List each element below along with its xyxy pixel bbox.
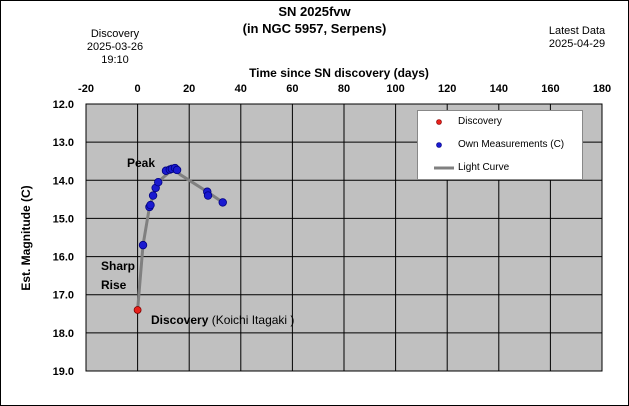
annotation-sharp: Sharp <box>101 259 136 273</box>
y-tick-label: 13.0 <box>53 137 74 149</box>
annotation-discovery: Discovery (Koichi Itagaki ) <box>151 313 294 327</box>
x-tick-label: 80 <box>338 83 350 95</box>
y-axis-title: Est. Magnitude (C) <box>19 185 33 290</box>
latest-data-info: Latest Data 2025-04-29 <box>535 25 619 51</box>
x-tick-label: 100 <box>386 83 404 95</box>
latest-data-date: 2025-04-29 <box>548 38 606 50</box>
discovery-point <box>133 306 142 314</box>
y-tick-label: 14.0 <box>53 175 74 187</box>
data-points <box>133 163 227 314</box>
legend-item-discovery: Discovery <box>418 115 582 129</box>
measurement-point <box>172 165 182 175</box>
y-tick-label: 16.0 <box>53 252 74 264</box>
legend-discovery-label: Discovery <box>458 116 502 127</box>
annotation-discovery-credit: (Koichi Itagaki ) <box>208 313 295 327</box>
legend-item-curve: Light Curve <box>418 161 582 175</box>
light-curve-line <box>136 168 224 311</box>
measurement-point <box>218 198 227 207</box>
legend-discovery-marker <box>436 119 442 125</box>
measurement-point <box>203 191 213 200</box>
light-curve-series <box>136 168 224 311</box>
x-tick-label: 160 <box>541 83 559 95</box>
chart-subtitle: (in NGC 5957, Serpens) <box>242 21 387 36</box>
latest-data-label: Latest Data <box>548 25 606 37</box>
annotation-discovery-main: Discovery <box>151 313 209 327</box>
x-tick-label: 60 <box>286 83 298 95</box>
discovery-info: Discovery 2025-03-26 19:10 <box>80 28 150 67</box>
legend-curve-label: Light Curve <box>458 162 510 173</box>
legend-own-label: Own Measurements (C) <box>458 139 565 150</box>
legend-item-own: Own Measurements (C) <box>418 138 582 152</box>
discovery-info-date: 2025-03-26 <box>86 41 144 53</box>
legend-curve-marker <box>434 166 454 170</box>
y-tick-label: 17.0 <box>53 290 74 302</box>
x-tick-label: 40 <box>235 83 247 95</box>
legend-own-marker <box>436 142 442 148</box>
measurement-point <box>154 177 163 187</box>
discovery-info-label: Discovery <box>90 28 140 40</box>
y-tick-label: 15.0 <box>53 213 74 225</box>
x-tick-label: 20 <box>183 83 195 95</box>
y-tick-label: 12.0 <box>53 99 74 111</box>
x-tick-label: 120 <box>438 83 456 95</box>
legend: Discovery Own Measurements (C) Light Cur… <box>417 110 583 180</box>
x-tick-label: 180 <box>593 83 611 95</box>
x-tick-label: 0 <box>135 83 141 95</box>
y-tick-label: 18.0 <box>53 328 74 340</box>
measurement-point <box>148 191 158 200</box>
x-tick-labels: -20 0 20 40 60 80 100 120 140 160 180 <box>78 83 611 95</box>
y-tick-label: 19.0 <box>53 366 74 378</box>
x-tick-label: -20 <box>78 83 94 95</box>
measurement-point <box>138 240 148 250</box>
measurement-point <box>146 200 155 210</box>
x-tick-label: 140 <box>490 83 508 95</box>
x-axis-title: Time since SN discovery (days) <box>249 66 429 80</box>
annotation-peak: Peak <box>127 156 156 170</box>
annotation-rise: Rise <box>101 278 127 292</box>
chart-title: SN 2025fvw <box>278 4 351 19</box>
discovery-info-time: 19:10 <box>101 54 129 66</box>
y-tick-labels: 12.0 13.0 14.0 15.0 16.0 17.0 18.0 19.0 <box>53 99 74 378</box>
